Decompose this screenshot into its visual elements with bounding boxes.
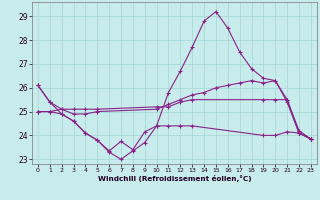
X-axis label: Windchill (Refroidissement éolien,°C): Windchill (Refroidissement éolien,°C)	[98, 175, 251, 182]
